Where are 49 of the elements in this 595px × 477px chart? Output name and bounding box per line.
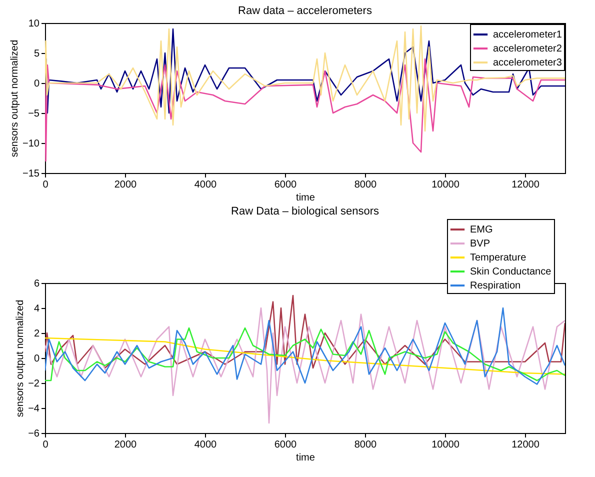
legend-label: Respiration (470, 280, 521, 292)
y-tick-label: 0 (34, 354, 40, 364)
line-series (45, 25, 565, 132)
y-tick-label: −2 (28, 378, 40, 390)
x-axis-title: time (296, 192, 316, 204)
x-tick-label: 2000 (114, 180, 138, 190)
y-tick-label: 6 (34, 278, 40, 290)
y-axis-title: sensors output normalized (10, 40, 21, 158)
line-series (45, 307, 565, 385)
y-tick-label: 10 (28, 18, 40, 30)
x-tick-label: 4000 (194, 440, 218, 450)
line-series (45, 337, 565, 375)
x-tick-label: 2000 (114, 440, 138, 450)
y-tick-label: 5 (34, 48, 40, 60)
y-tick-label: 4 (34, 304, 40, 314)
legend-label: accelerometer3 (493, 58, 562, 68)
line-series (45, 327, 565, 382)
chart-title: Raw data – accelerometers (238, 5, 372, 17)
x-axis-title: time (296, 452, 316, 464)
x-tick-label: 10000 (432, 180, 460, 190)
x-tick-label: 0 (42, 440, 49, 450)
y-axis-title: sensors output normalized (15, 300, 26, 418)
y-tick-label: 0 (34, 78, 40, 90)
line-series (45, 307, 565, 424)
x-tick-label: 6000 (274, 180, 298, 190)
x-tick-label: 4000 (194, 180, 218, 190)
legend-label: Skin Conductance (470, 266, 552, 278)
x-tick-label: 12000 (512, 440, 540, 450)
line-series (45, 294, 565, 369)
y-tick-label: −15 (22, 168, 40, 180)
y-tick-label: −10 (22, 138, 40, 150)
legend-label: BVP (470, 238, 490, 250)
x-tick-label: 8000 (354, 440, 378, 450)
x-tick-label: 8000 (354, 180, 378, 190)
line-series (45, 28, 565, 114)
legend-label: EMG (470, 224, 493, 236)
legend-label: Temperature (470, 252, 527, 264)
chart-title: Raw Data – biological sensors (231, 206, 380, 218)
x-tick-label: 6000 (274, 440, 298, 450)
legend-label: accelerometer1 (493, 30, 562, 40)
y-tick-label: −4 (28, 404, 40, 414)
y-tick-label: 2 (34, 328, 40, 340)
legend-label: accelerometer2 (493, 44, 562, 54)
y-tick-label: −5 (28, 108, 40, 120)
x-tick-label: 10000 (432, 440, 460, 450)
y-tick-label: −6 (28, 428, 40, 440)
x-tick-label: 12000 (512, 180, 540, 190)
line-series (45, 58, 565, 162)
x-tick-label: 0 (42, 180, 49, 190)
